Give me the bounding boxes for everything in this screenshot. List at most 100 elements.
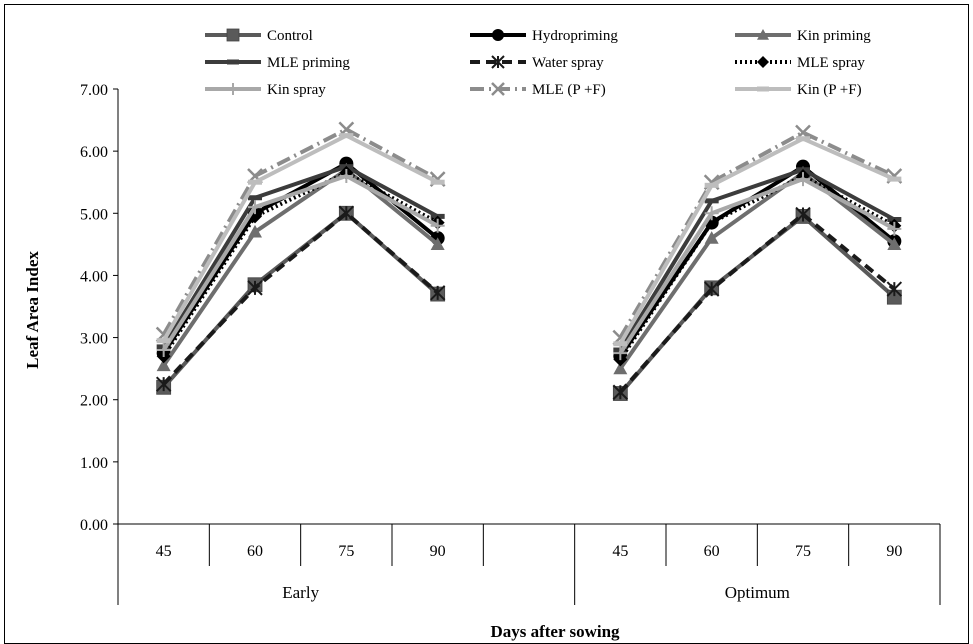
data-point xyxy=(248,179,262,185)
series-line xyxy=(618,211,896,394)
x-tick-label: 90 xyxy=(430,543,446,560)
legend-label: Kin (P +F) xyxy=(797,82,862,98)
data-point xyxy=(757,86,769,92)
series xyxy=(155,205,903,400)
legend-label: Kin priming xyxy=(797,28,871,44)
data-point xyxy=(156,343,171,357)
x-tick-label: 45 xyxy=(612,543,628,560)
series-line xyxy=(618,213,896,395)
data-point xyxy=(613,341,628,347)
x-tick-label: 90 xyxy=(886,543,902,560)
data-point xyxy=(227,59,239,65)
series-line xyxy=(162,167,439,367)
data-point xyxy=(703,281,720,297)
series xyxy=(156,205,902,401)
series-line xyxy=(162,210,439,386)
data-point xyxy=(796,172,810,187)
data-point xyxy=(492,29,504,41)
series xyxy=(156,169,902,361)
data-point xyxy=(704,206,719,221)
series-line xyxy=(161,133,439,342)
y-axis-title: Leaf Area Index xyxy=(23,251,42,369)
data-point xyxy=(757,56,769,68)
data-point xyxy=(338,205,355,221)
legend-item: MLE priming xyxy=(205,55,350,71)
data-point xyxy=(430,179,445,185)
series-line xyxy=(618,176,896,355)
x-tick-label: 60 xyxy=(704,543,720,560)
y-tick-label: 5.00 xyxy=(80,206,108,223)
data-point xyxy=(248,195,262,201)
data-point xyxy=(757,29,769,40)
data-point xyxy=(339,133,354,139)
data-point xyxy=(248,200,262,215)
data-point xyxy=(247,280,263,296)
data-point xyxy=(156,338,171,344)
x-tick-label: 75 xyxy=(795,543,811,560)
series xyxy=(156,156,902,364)
data-point xyxy=(491,55,505,69)
plot-area xyxy=(155,121,903,401)
legend: Control Hydropriming Kin priming MLE primin… xyxy=(205,28,871,98)
data-point xyxy=(887,176,902,182)
data-point xyxy=(227,83,239,95)
legend-item: Kin spray xyxy=(205,82,326,98)
y-tick-label: 2.00 xyxy=(80,393,108,410)
series-line xyxy=(618,173,896,361)
legend-item: Water spray xyxy=(470,55,604,71)
x-group-label: Early xyxy=(282,583,319,602)
legend-label: Control xyxy=(267,28,313,44)
series xyxy=(156,164,902,353)
x-axis: 45 60 75 90 Early 45 60 75 90 Optimum xyxy=(117,523,941,605)
legend-item: Control xyxy=(205,28,313,44)
data-point xyxy=(248,224,262,238)
data-point xyxy=(430,218,445,233)
data-point xyxy=(155,376,172,392)
series-line xyxy=(161,127,439,336)
legend-item: Kin priming xyxy=(735,28,871,44)
legend-label: Water spray xyxy=(532,55,604,71)
series-line xyxy=(618,136,896,345)
y-axis: 0.00 1.00 2.00 3.00 4.00 5.00 6.00 7.00 xyxy=(80,82,119,534)
legend-item: Kin (P +F) xyxy=(735,82,862,98)
data-point xyxy=(704,231,719,244)
series-line xyxy=(162,210,439,389)
series-line xyxy=(161,170,439,358)
data-point xyxy=(795,206,811,223)
series xyxy=(156,133,902,347)
series xyxy=(156,162,902,375)
legend-item: MLE spray xyxy=(735,55,865,71)
data-point xyxy=(429,285,446,301)
x-tick-label: 75 xyxy=(338,543,354,560)
y-tick-label: 0.00 xyxy=(80,517,108,534)
y-tick-label: 3.00 xyxy=(80,331,108,348)
y-tick-label: 1.00 xyxy=(80,455,108,472)
legend-item: Hydropriming xyxy=(470,28,618,44)
data-point xyxy=(887,237,902,250)
x-tick-label: 45 xyxy=(156,543,172,560)
legend-label: Hydropriming xyxy=(532,28,618,44)
data-point xyxy=(339,169,354,183)
data-point xyxy=(796,136,810,142)
series-line xyxy=(618,167,896,352)
data-point xyxy=(704,198,719,204)
series xyxy=(155,121,903,346)
data-point xyxy=(887,221,902,236)
y-tick-label: 7.00 xyxy=(80,82,108,99)
data-point xyxy=(612,384,629,400)
x-tick-label: 60 xyxy=(247,543,263,560)
x-group-label: Optimum xyxy=(725,583,790,602)
legend-item: MLE (P +F) xyxy=(470,82,606,98)
y-tick-label: 4.00 xyxy=(80,268,108,285)
data-point xyxy=(430,237,445,250)
series-line xyxy=(161,173,439,352)
series-line xyxy=(161,164,439,348)
data-point xyxy=(886,281,903,297)
data-point xyxy=(704,182,719,188)
legend-label: MLE spray xyxy=(797,55,865,71)
data-point xyxy=(156,358,171,372)
y-tick-label: 6.00 xyxy=(80,144,108,161)
data-point xyxy=(613,346,628,361)
series xyxy=(156,165,902,367)
